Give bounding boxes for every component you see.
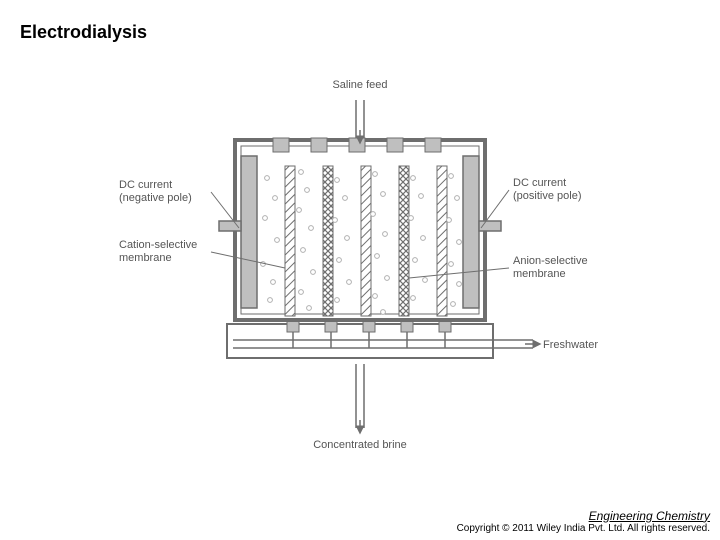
page-title: Electrodialysis	[20, 22, 147, 43]
svg-text:membrane: membrane	[513, 268, 566, 280]
svg-text:Concentrated brine: Concentrated brine	[313, 439, 407, 451]
svg-text:Anion-selective: Anion-selective	[513, 255, 588, 267]
svg-text:(negative pole): (negative pole)	[119, 192, 192, 204]
footer-book-title: Engineering Chemistry	[457, 510, 710, 523]
svg-text:membrane: membrane	[119, 252, 172, 264]
electrodialysis-diagram: Saline feed Concentrated brine Freshwater D…	[115, 68, 605, 468]
svg-text:DC current: DC current	[119, 179, 172, 191]
svg-text:(positive pole): (positive pole)	[513, 190, 581, 202]
svg-text:Saline feed: Saline feed	[332, 79, 387, 91]
svg-text:DC current: DC current	[513, 177, 566, 189]
footer-copyright: Copyright © 2011 Wiley India Pvt. Ltd. A…	[457, 523, 710, 534]
svg-text:Freshwater: Freshwater	[543, 339, 598, 351]
footer: Engineering Chemistry Copyright © 2011 W…	[457, 510, 710, 534]
svg-text:Cation-selective: Cation-selective	[119, 239, 197, 251]
